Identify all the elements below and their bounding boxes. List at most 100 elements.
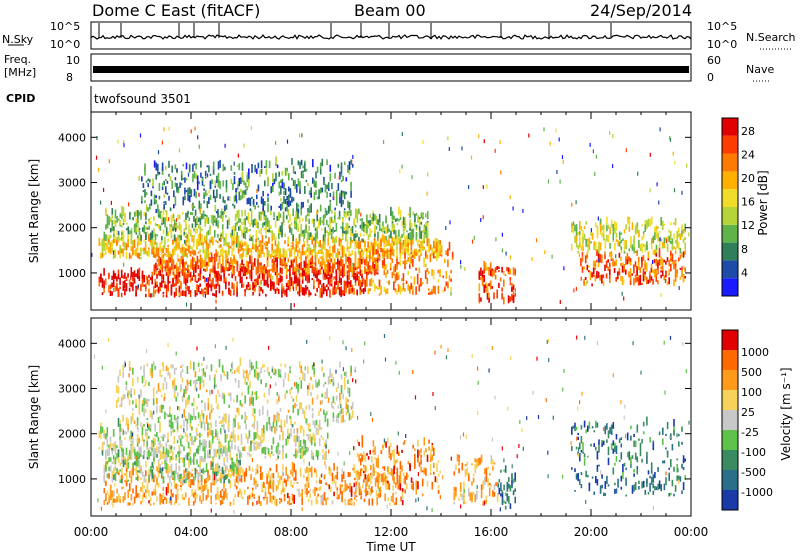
echo-cell: [367, 223, 370, 229]
echo-cell: [181, 444, 184, 447]
echo-cell: [437, 279, 440, 283]
echo-cell: [240, 433, 243, 443]
echo-cell: [154, 474, 157, 479]
echo-cell: [258, 495, 260, 504]
echo-cell: [612, 224, 615, 232]
echo-cell: [367, 244, 369, 253]
echo-cell: [372, 219, 375, 225]
echo-cell: [182, 164, 185, 167]
echo-cell: [265, 279, 267, 286]
echo-cell: [119, 244, 121, 253]
echo-cell: [208, 440, 211, 448]
echo-cell: [151, 440, 153, 445]
echo-cell: [318, 421, 321, 430]
colorbar-tick-label: 16: [741, 196, 755, 209]
echo-cell: [161, 140, 163, 145]
echo-cell: [196, 216, 198, 224]
echo-cell: [146, 451, 148, 458]
echo-cell: [312, 489, 315, 494]
echo-cell: [182, 177, 185, 181]
echo-cell: [609, 130, 611, 135]
echo-cell: [153, 264, 156, 268]
echo-cell: [234, 444, 236, 450]
echo-cell: [181, 250, 184, 254]
echo-cell: [602, 224, 605, 230]
echo-cell: [367, 254, 369, 259]
echo-cell: [311, 218, 314, 224]
echo-cell: [295, 283, 298, 291]
echo-cell: [238, 217, 240, 223]
echo-cell: [317, 424, 319, 428]
echo-cell: [289, 227, 291, 233]
echo-cell: [324, 264, 326, 273]
echo-cell: [314, 232, 317, 238]
colorbar-tick-label: 12: [741, 219, 755, 232]
echo-cell: [158, 182, 161, 191]
echo-cell: [580, 276, 582, 281]
echo-cell: [156, 248, 158, 257]
echo-cell: [117, 240, 120, 243]
echo-cell: [151, 276, 153, 283]
echo-cell: [424, 270, 427, 280]
echo-cell: [654, 226, 656, 233]
echo-cell: [206, 201, 209, 209]
echo-cell: [255, 441, 257, 446]
echo-cell: [277, 282, 280, 286]
echo-cell: [366, 219, 368, 228]
echo-cell: [236, 459, 238, 468]
echo-cell: [655, 244, 658, 254]
echo-cell: [199, 259, 202, 269]
echo-cell: [175, 457, 177, 461]
echo-cell: [173, 214, 175, 219]
echo-cell: [478, 134, 480, 139]
echo-cell: [274, 496, 276, 506]
echo-cell: [254, 164, 256, 173]
echo-cell: [181, 493, 184, 500]
echo-cell: [193, 267, 195, 271]
echo-cell: [202, 439, 204, 448]
echo-cell: [198, 259, 200, 263]
echo-cell: [382, 476, 385, 486]
echo-cell: [244, 209, 246, 217]
echo-cell: [241, 283, 243, 288]
echo-cell: [199, 249, 201, 253]
echo-cell: [342, 274, 344, 278]
echo-cell: [198, 265, 200, 270]
echo-cell: [383, 257, 386, 266]
echo-cell: [373, 246, 376, 256]
echo-cell: [211, 430, 214, 439]
echo-cell: [319, 217, 322, 226]
echo-cell: [396, 223, 399, 226]
echo-cell: [215, 239, 217, 243]
echo-cell: [136, 285, 139, 290]
echo-cell: [268, 237, 270, 242]
echo-cell: [247, 247, 249, 255]
echo-cell: [315, 171, 317, 179]
echo-cell: [468, 185, 470, 190]
echo-cell: [358, 208, 360, 215]
echo-cell: [385, 272, 387, 278]
echo-cell: [237, 479, 240, 485]
echo-cell: [295, 437, 297, 447]
echo-cell: [531, 257, 533, 262]
echo-cell: [272, 173, 274, 183]
echo-cell: [253, 432, 255, 441]
echo-cell: [329, 220, 331, 228]
echo-cell: [412, 289, 414, 295]
echo-cell: [98, 277, 101, 282]
echo-cell: [105, 480, 107, 487]
echo-cell: [376, 265, 379, 272]
echo-cell: [205, 463, 208, 472]
echo-cell: [185, 232, 187, 235]
echo-cell: [196, 493, 198, 499]
echo-cell: [413, 276, 416, 285]
echo-cell: [143, 475, 146, 483]
echo-cell: [486, 290, 489, 300]
echo-cell: [272, 473, 275, 479]
echo-cell: [235, 455, 238, 459]
echo-cell: [437, 250, 440, 259]
echo-cell: [319, 250, 321, 254]
echo-cell: [284, 260, 286, 269]
echo-cell: [266, 269, 269, 278]
echo-cell: [121, 473, 123, 481]
